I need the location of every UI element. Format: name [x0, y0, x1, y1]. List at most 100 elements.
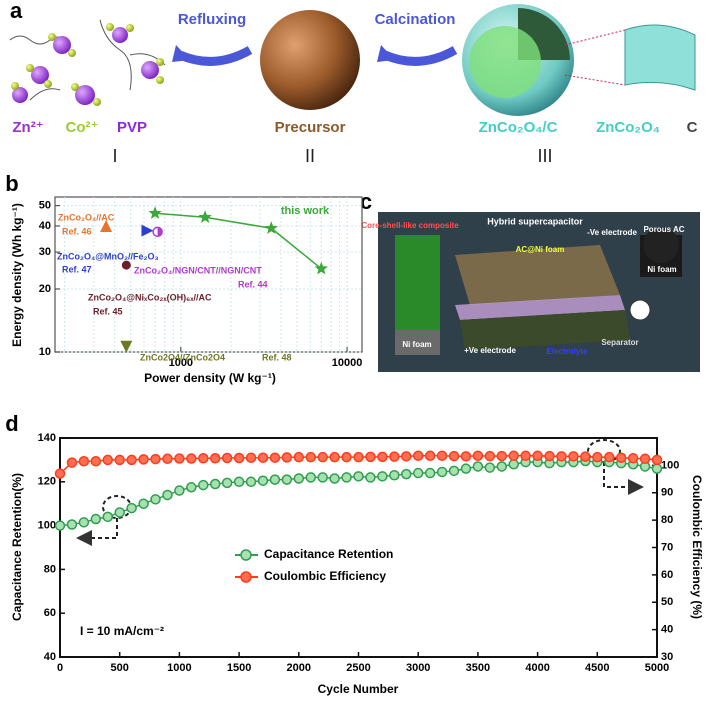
point [148, 206, 162, 219]
point [100, 219, 113, 232]
stage-numeral: III [537, 146, 552, 166]
y-tick-label: 30 [39, 246, 51, 258]
point [389, 451, 400, 462]
point [120, 340, 133, 353]
x-tick-label: 10000 [332, 357, 363, 369]
part-label: C [687, 119, 698, 136]
point [257, 475, 269, 486]
point [198, 453, 209, 464]
point [305, 451, 316, 463]
stage-name: Precursor [275, 119, 346, 136]
point [568, 451, 579, 462]
point [198, 479, 209, 491]
point [150, 494, 161, 505]
point [138, 454, 149, 465]
point [615, 452, 627, 463]
point [66, 457, 78, 468]
schematic-label: AC@Ni foam [516, 245, 565, 254]
series-label: ZnCo₂O₄/NGN/CNT//NGN/CNT [134, 265, 262, 275]
species-label: Co²⁺ [66, 119, 99, 136]
species-label: Zn²⁺ [12, 119, 43, 136]
point [401, 451, 412, 462]
arrow [383, 46, 458, 66]
y-tick-label: 50 [39, 200, 51, 212]
series-line [155, 212, 322, 270]
point [317, 472, 328, 483]
legend-marker [240, 571, 252, 583]
point [603, 451, 615, 463]
y-tick-label: 60 [44, 607, 56, 619]
y-tick-label: 40 [39, 220, 51, 232]
point [412, 467, 424, 479]
series-label: ZnCo₂O₄@MnO₂//Fe₂O₃ [57, 251, 159, 261]
x-tick-label: 1500 [227, 662, 251, 674]
y2-axis-title: Coulombic Efficiency (%) [690, 475, 704, 619]
molecules [9, 19, 166, 106]
point [580, 451, 591, 462]
x-tick-label: 0 [57, 662, 63, 674]
point [496, 450, 508, 462]
arrow-head [172, 45, 190, 62]
y-tick-label: 40 [44, 651, 56, 663]
x-axis-title: Cycle Number [318, 682, 399, 696]
point [651, 463, 663, 474]
schematic-label: -Ve electrode [587, 228, 637, 237]
point [389, 469, 400, 481]
y2-tick-label: 30 [661, 651, 673, 663]
stage-name: ZnCo₂O₄/C [479, 119, 558, 136]
point [520, 450, 531, 462]
point [293, 473, 305, 484]
point [78, 456, 90, 467]
step-label: Calcination [375, 11, 456, 28]
panel-label: d [5, 411, 18, 436]
point [174, 485, 185, 496]
point [484, 462, 496, 473]
x-tick-label: 5000 [645, 662, 669, 674]
series-label: ZnCo₂O₄@NiₓCo₂ₓ(OH)₆ₓ//AC [88, 292, 212, 302]
y-tick-label: 20 [39, 283, 51, 295]
point [233, 452, 245, 464]
core [469, 26, 541, 98]
y-tick-label: 140 [38, 432, 56, 444]
point [472, 461, 484, 472]
point [90, 513, 102, 525]
point [221, 477, 233, 489]
point [141, 224, 154, 237]
point [424, 450, 436, 462]
point [532, 450, 543, 462]
y2-tick-label: 50 [661, 596, 673, 608]
point [54, 520, 66, 531]
annotation: I = 10 mA/cm⁻² [80, 624, 164, 638]
point [472, 450, 484, 462]
point [424, 467, 436, 479]
point [150, 453, 161, 465]
axis-pointer [603, 462, 644, 495]
point [78, 517, 90, 528]
schematic-label: Ni foam [647, 265, 676, 274]
point [412, 450, 424, 462]
ref-label: Ref. 47 [62, 264, 92, 274]
legend-label: Coulombic Efficiency [264, 569, 386, 583]
schematic-title: Hybrid supercapacitor [487, 216, 583, 226]
point [162, 489, 173, 501]
part-label: ZnCo₂O₄ [596, 119, 660, 136]
arrow [178, 46, 253, 66]
point [121, 260, 131, 270]
point [365, 451, 376, 463]
point [174, 453, 185, 464]
ref-label: Ref. 48 [262, 352, 292, 362]
point [102, 511, 114, 523]
zoom-line [564, 74, 626, 86]
point [138, 498, 149, 509]
point [233, 476, 245, 488]
species-label: PVP [117, 119, 147, 136]
y-axis-title: Energy density (Wh kg⁻¹) [10, 203, 24, 347]
schematic-label: +Ve electrode [464, 346, 516, 355]
point [66, 519, 78, 530]
schematic-label: Porous AC [643, 225, 684, 234]
y-tick-label: 100 [38, 520, 56, 532]
point [305, 472, 316, 483]
point [314, 261, 328, 275]
point [448, 450, 460, 462]
schematic-label: Electrolyte [547, 347, 588, 356]
